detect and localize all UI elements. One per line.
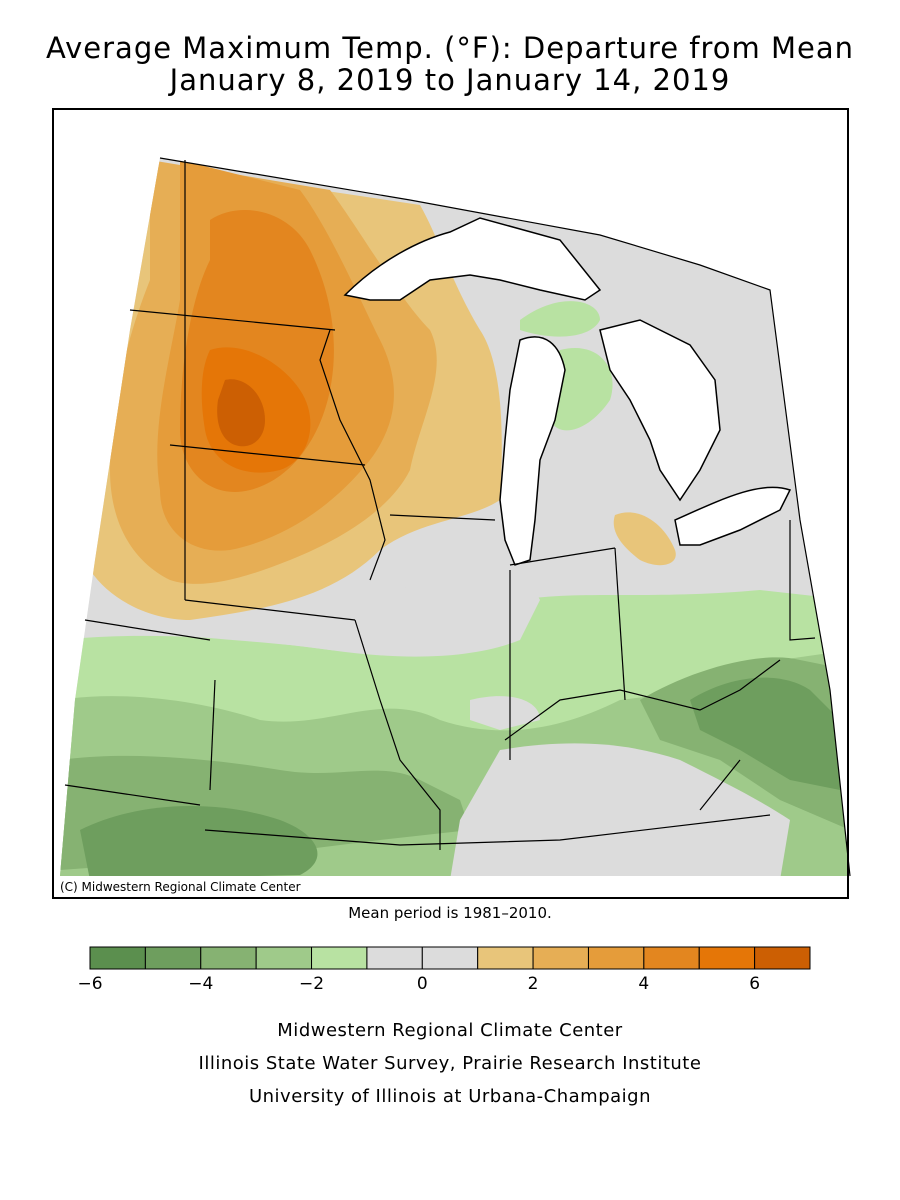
mean-period-note: Mean period is 1981–2010. [348,904,552,922]
footer-survey: Illinois State Water Survey, Prairie Res… [198,1053,702,1074]
footer-organization: Midwestern Regional Climate Center [277,1020,623,1041]
shaded-field [60,158,848,876]
legend-tick-label: 0 [417,974,428,994]
map-frame [52,108,849,899]
legend-bin [89,946,146,970]
map-date-range: January 8, 2019 to January 14, 2019 [169,63,731,97]
legend-tick-label: −2 [299,974,324,994]
legend-bin [643,946,700,970]
map-title: Average Maximum Temp. (°F): Departure fr… [45,31,855,65]
legend-bin [532,946,589,970]
legend-tick-label: 6 [749,974,760,994]
legend-bin [366,946,423,970]
legend-tick-label: 4 [638,974,649,994]
color-legend: −6 −4 −2 0 2 4 6 [77,946,811,994]
legend-bin [255,946,313,970]
legend-tick-label: −4 [188,974,213,994]
legend-bin [698,946,756,970]
boundaries [64,157,851,877]
footer-university: University of Illinois at Urbana-Champai… [248,1086,652,1107]
legend-bin [477,946,534,970]
legend-bin [587,946,645,970]
legend-tick-label: 2 [528,974,539,994]
map-credit: (C) Midwestern Regional Climate Center [56,879,305,895]
legend-bin [200,946,257,970]
legend-bin [144,946,202,970]
legend-bin [754,946,811,970]
legend-bin [311,946,368,970]
legend-tick-label: −6 [77,974,102,994]
legend-bin [421,946,479,970]
great-lakes [343,217,792,566]
